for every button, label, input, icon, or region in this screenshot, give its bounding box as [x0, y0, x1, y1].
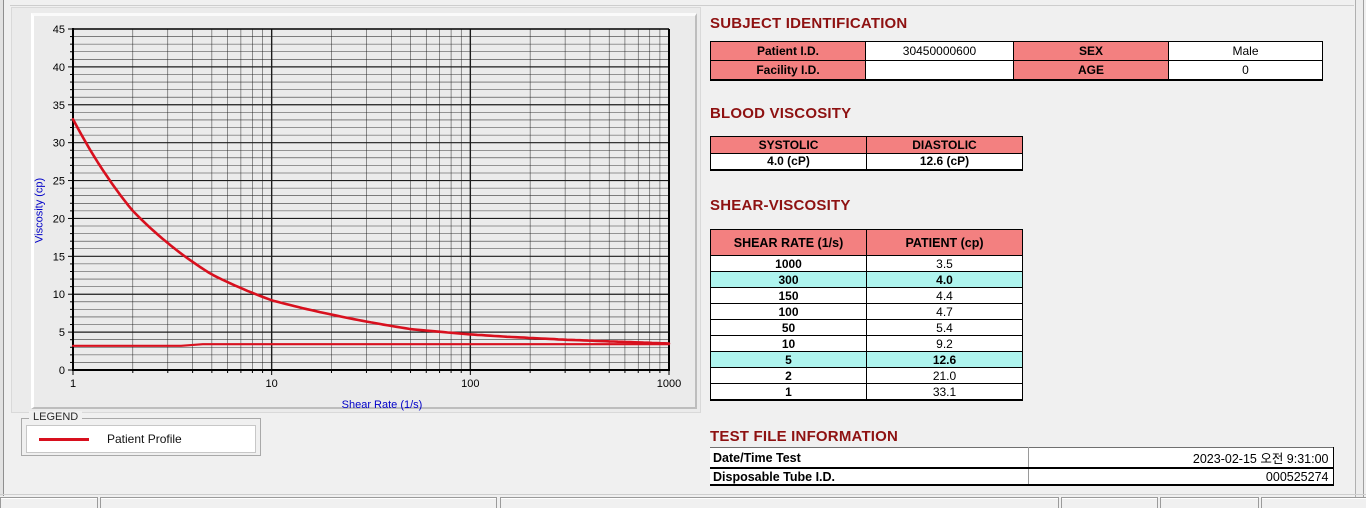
- chart-panel: 0 5 10 15 20 25 30 35 40 45 1 10 100 1000 Viscosity (…: [11, 7, 701, 413]
- table-header-row: SYSTOLIC DIASTOLIC: [710, 136, 1023, 154]
- patient-cp-cell: 3.5: [866, 255, 1023, 272]
- window-border-left: [3, 0, 4, 496]
- table-row: 10 9.2: [710, 335, 1023, 352]
- shear-rate-cell: 150: [710, 287, 867, 304]
- age-value: 0: [1168, 60, 1323, 81]
- chart-control: 0 5 10 15 20 25 30 35 40 45 1 10 100 1000: [31, 13, 697, 409]
- shear-rate-cell: 1: [710, 383, 867, 401]
- svg-text:1000: 1000: [657, 378, 681, 390]
- svg-text:1: 1: [70, 378, 76, 390]
- bottom-cropped-button-2[interactable]: [100, 497, 497, 508]
- patient-cp-cell: 4.4: [866, 287, 1023, 304]
- bottom-cropped-button-1[interactable]: [0, 497, 98, 508]
- shear-rate-cell: 5: [710, 351, 867, 368]
- shear-rate-cell: 50: [710, 319, 867, 336]
- patient-id-label: Patient I.D.: [710, 41, 866, 61]
- legend-groupbox: LEGEND Patient Profile: [21, 411, 261, 456]
- patient-cp-cell: 4.7: [866, 303, 1023, 320]
- table-row: 2 21.0: [710, 367, 1023, 384]
- bottom-divider: [0, 494, 1366, 495]
- subject-identification-table: Patient I.D. 30450000600 SEX Male Facili…: [710, 41, 1323, 81]
- shear-rate-cell: 2: [710, 367, 867, 384]
- svg-text:25: 25: [53, 176, 65, 188]
- sex-label: SEX: [1013, 41, 1169, 61]
- svg-text:20: 20: [53, 213, 65, 225]
- table-row-highlighted: 300 4.0: [710, 271, 1023, 288]
- date-time-test-value: 2023-02-15 오전 9:31:00: [1028, 447, 1333, 469]
- table-row: 4.0 (cP) 12.6 (cP): [710, 153, 1023, 170]
- table-header-row: SHEAR RATE (1/s) PATIENT (cp): [710, 229, 1023, 256]
- table-row: Disposable Tube I.D. 000525274: [710, 468, 1333, 486]
- svg-text:40: 40: [53, 62, 65, 74]
- facility-id-label: Facility I.D.: [710, 60, 866, 81]
- disposable-tube-id-label: Disposable Tube I.D.: [710, 468, 1029, 486]
- y-axis-title: Viscosity (cp): [33, 177, 46, 243]
- svg-text:45: 45: [53, 24, 65, 36]
- diastolic-value: 12.6 (cP): [866, 153, 1023, 170]
- patient-cp-cell: 5.4: [866, 319, 1023, 336]
- svg-text:35: 35: [53, 100, 65, 112]
- age-label: AGE: [1013, 60, 1169, 81]
- shear-rate-cell: 1000: [710, 255, 867, 272]
- systolic-value: 4.0 (cP): [710, 153, 867, 170]
- svg-text:0: 0: [59, 365, 65, 377]
- bottom-cropped-button-6[interactable]: [1261, 497, 1366, 508]
- systolic-header: SYSTOLIC: [710, 136, 867, 154]
- window-border-right-fill: [1356, 0, 1363, 508]
- svg-text:10: 10: [53, 289, 65, 301]
- shear-rate-cell: 100: [710, 303, 867, 320]
- patient-cp-cell: 21.0: [866, 367, 1023, 384]
- table-row: Date/Time Test 2023-02-15 오전 9:31:00: [710, 447, 1333, 469]
- legend-item-label: Patient Profile: [107, 432, 182, 446]
- section-title-shear-viscosity: SHEAR-VISCOSITY: [710, 197, 851, 214]
- patient-id-value: 30450000600: [865, 41, 1014, 61]
- svg-text:10: 10: [266, 378, 278, 390]
- blood-viscosity-table: SYSTOLIC DIASTOLIC 4.0 (cP) 12.6 (cP): [710, 136, 1023, 171]
- window-border-left-fill: [0, 0, 3, 496]
- section-title-blood-viscosity: BLOOD VISCOSITY: [710, 105, 852, 122]
- shear-rate-header: SHEAR RATE (1/s): [710, 229, 867, 256]
- table-row: 1000 3.5: [710, 255, 1023, 272]
- window-border-right-outer: [1363, 0, 1364, 508]
- section-title-test-file-information: TEST FILE INFORMATION: [710, 428, 899, 445]
- window-border-right: [1355, 0, 1356, 508]
- bottom-cropped-button-3[interactable]: [500, 497, 1059, 508]
- viscosity-vs-shear-rate-chart: 0 5 10 15 20 25 30 35 40 45 1 10 100 1000: [53, 24, 681, 390]
- svg-text:5: 5: [59, 327, 65, 339]
- sex-value: Male: [1168, 41, 1323, 61]
- table-row: 1 33.1: [710, 383, 1023, 401]
- svg-text:30: 30: [53, 138, 65, 150]
- table-row: 100 4.7: [710, 303, 1023, 320]
- table-row-highlighted: 5 12.6: [710, 351, 1023, 368]
- diastolic-header: DIASTOLIC: [866, 136, 1023, 154]
- facility-id-value: [865, 60, 1014, 81]
- table-row: 150 4.4: [710, 287, 1023, 304]
- x-axis-title: Shear Rate (1/s): [341, 399, 423, 411]
- svg-text:15: 15: [53, 251, 65, 263]
- svg-text:100: 100: [461, 378, 479, 390]
- shear-rate-cell: 10: [710, 335, 867, 352]
- legend-title: LEGEND: [29, 411, 83, 423]
- window-border-top: [10, 5, 1354, 6]
- date-time-test-label: Date/Time Test: [710, 447, 1029, 469]
- patient-cp-header: PATIENT (cp): [866, 229, 1023, 256]
- legend-line-swatch: [39, 437, 89, 441]
- patient-cp-cell: 33.1: [866, 383, 1023, 401]
- table-row: 50 5.4: [710, 319, 1023, 336]
- section-title-subject-identification: SUBJECT IDENTIFICATION: [710, 15, 908, 32]
- table-row: Patient I.D. 30450000600 SEX Male: [710, 41, 1323, 61]
- bottom-cropped-button-5[interactable]: [1160, 497, 1259, 508]
- shear-viscosity-table: SHEAR RATE (1/s) PATIENT (cp) 1000 3.5 3…: [710, 229, 1023, 401]
- table-row: Facility I.D. AGE 0: [710, 60, 1323, 81]
- disposable-tube-id-value: 000525274: [1028, 468, 1333, 486]
- legend-content: Patient Profile: [26, 425, 256, 453]
- patient-cp-cell: 12.6: [866, 351, 1023, 368]
- patient-cp-cell: 9.2: [866, 335, 1023, 352]
- shear-rate-cell: 300: [710, 271, 867, 288]
- test-file-information-table: Date/Time Test 2023-02-15 오전 9:31:00 Dis…: [710, 447, 1334, 486]
- patient-cp-cell: 4.0: [866, 271, 1023, 288]
- bottom-cropped-button-4[interactable]: [1061, 497, 1158, 508]
